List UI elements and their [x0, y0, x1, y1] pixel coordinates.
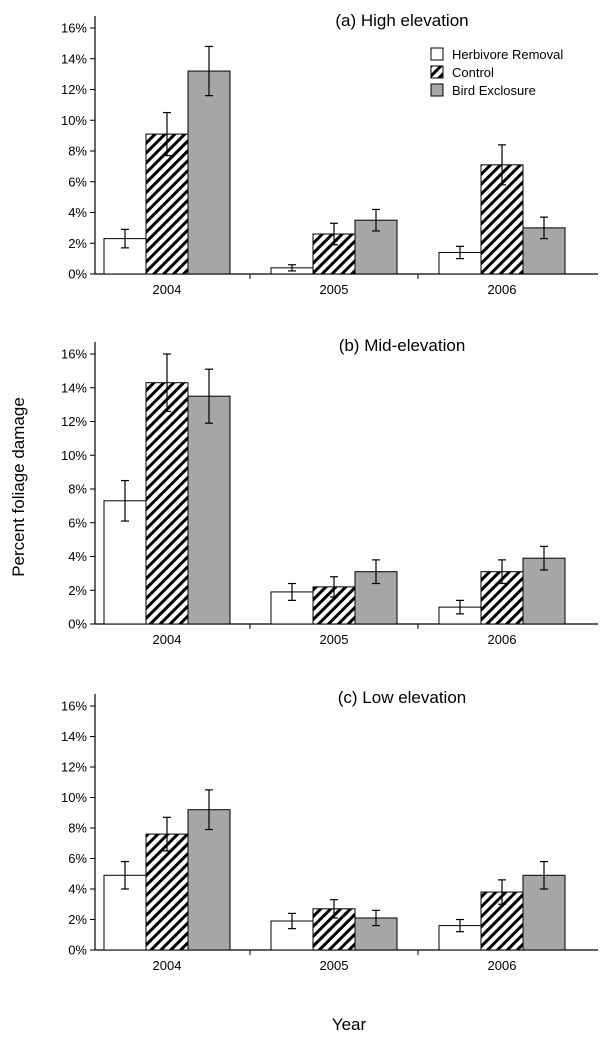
y-tick-label: 10%	[61, 113, 87, 128]
legend-label-herbivore-removal: Herbivore Removal	[452, 47, 563, 62]
x-tick-label-2006: 2006	[488, 958, 517, 973]
bar-bird-exclosure-2004	[187, 395, 231, 625]
panel-title: (a) High elevation	[335, 11, 468, 30]
y-tick-label: 4%	[68, 549, 87, 564]
bar-bird-exclosure-2004	[187, 70, 231, 275]
y-tick-label: 0%	[68, 267, 87, 282]
y-tick-label: 14%	[61, 729, 87, 744]
y-tick-label: 14%	[61, 51, 87, 66]
x-axis-title: Year	[332, 1015, 367, 1034]
legend-label-control: Control	[452, 65, 494, 80]
legend-swatch-herbivore-removal	[430, 47, 444, 61]
y-tick-label: 12%	[61, 760, 87, 775]
y-tick-label: 0%	[68, 617, 87, 632]
x-tick-label-2004: 2004	[153, 958, 182, 973]
y-tick-label: 4%	[68, 882, 87, 897]
y-tick-label: 2%	[68, 236, 87, 251]
y-axis-title: Percent foliage damage	[9, 397, 28, 577]
y-tick-label: 8%	[68, 144, 87, 159]
y-tick-label: 6%	[68, 174, 87, 189]
y-tick-label: 2%	[68, 912, 87, 927]
y-tick-label: 12%	[61, 414, 87, 429]
y-tick-label: 4%	[68, 205, 87, 220]
legend-swatch-control	[430, 65, 444, 79]
x-tick-label-2004: 2004	[153, 632, 182, 647]
x-tick-label-2005: 2005	[320, 958, 349, 973]
y-tick-label: 16%	[61, 347, 87, 362]
x-tick-label-2006: 2006	[488, 282, 517, 297]
y-tick-label: 6%	[68, 515, 87, 530]
y-tick-label: 0%	[68, 943, 87, 958]
bar-control-2004	[145, 833, 189, 951]
panel-title: (b) Mid-elevation	[339, 336, 466, 355]
y-tick-label: 6%	[68, 851, 87, 866]
y-tick-label: 2%	[68, 583, 87, 598]
panel-high-elevation: (a) High elevation 0% 2% 4% 6% 8% 10% 12% 14% 16%…	[61, 11, 598, 297]
panel-mid-elevation: (b) Mid-elevation 0% 2% 4% 6% 8% 10% 12% 14% 16% 2…	[61, 336, 598, 647]
x-tick-label-2005: 2005	[320, 282, 349, 297]
legend: Herbivore Removal Control Bird Exclosure	[424, 42, 604, 104]
y-tick-label: 12%	[61, 82, 87, 97]
y-tick-label: 10%	[61, 448, 87, 463]
y-tick-label: 16%	[61, 699, 87, 714]
y-tick-label: 8%	[68, 821, 87, 836]
panel-title: (c) Low elevation	[338, 688, 467, 707]
x-tick-label-2005: 2005	[320, 632, 349, 647]
y-tick-label: 14%	[61, 380, 87, 395]
bar-bird-exclosure-2004	[187, 809, 231, 951]
y-tick-label: 10%	[61, 790, 87, 805]
legend-label-bird-exclosure: Bird Exclosure	[452, 83, 536, 98]
y-tick-label: 8%	[68, 482, 87, 497]
bar-control-2004	[145, 382, 189, 625]
legend-swatch-bird-exclosure	[430, 83, 444, 97]
y-tick-label: 16%	[61, 21, 87, 36]
panel-low-elevation: (c) Low elevation 0% 2% 4% 6% 8% 10% 12% 14% 16% 2…	[61, 688, 598, 973]
bar-bird-exclosure-2005	[354, 571, 398, 625]
x-tick-label-2004: 2004	[153, 282, 182, 297]
legend-box	[424, 42, 604, 104]
x-tick-label-2006: 2006	[488, 632, 517, 647]
